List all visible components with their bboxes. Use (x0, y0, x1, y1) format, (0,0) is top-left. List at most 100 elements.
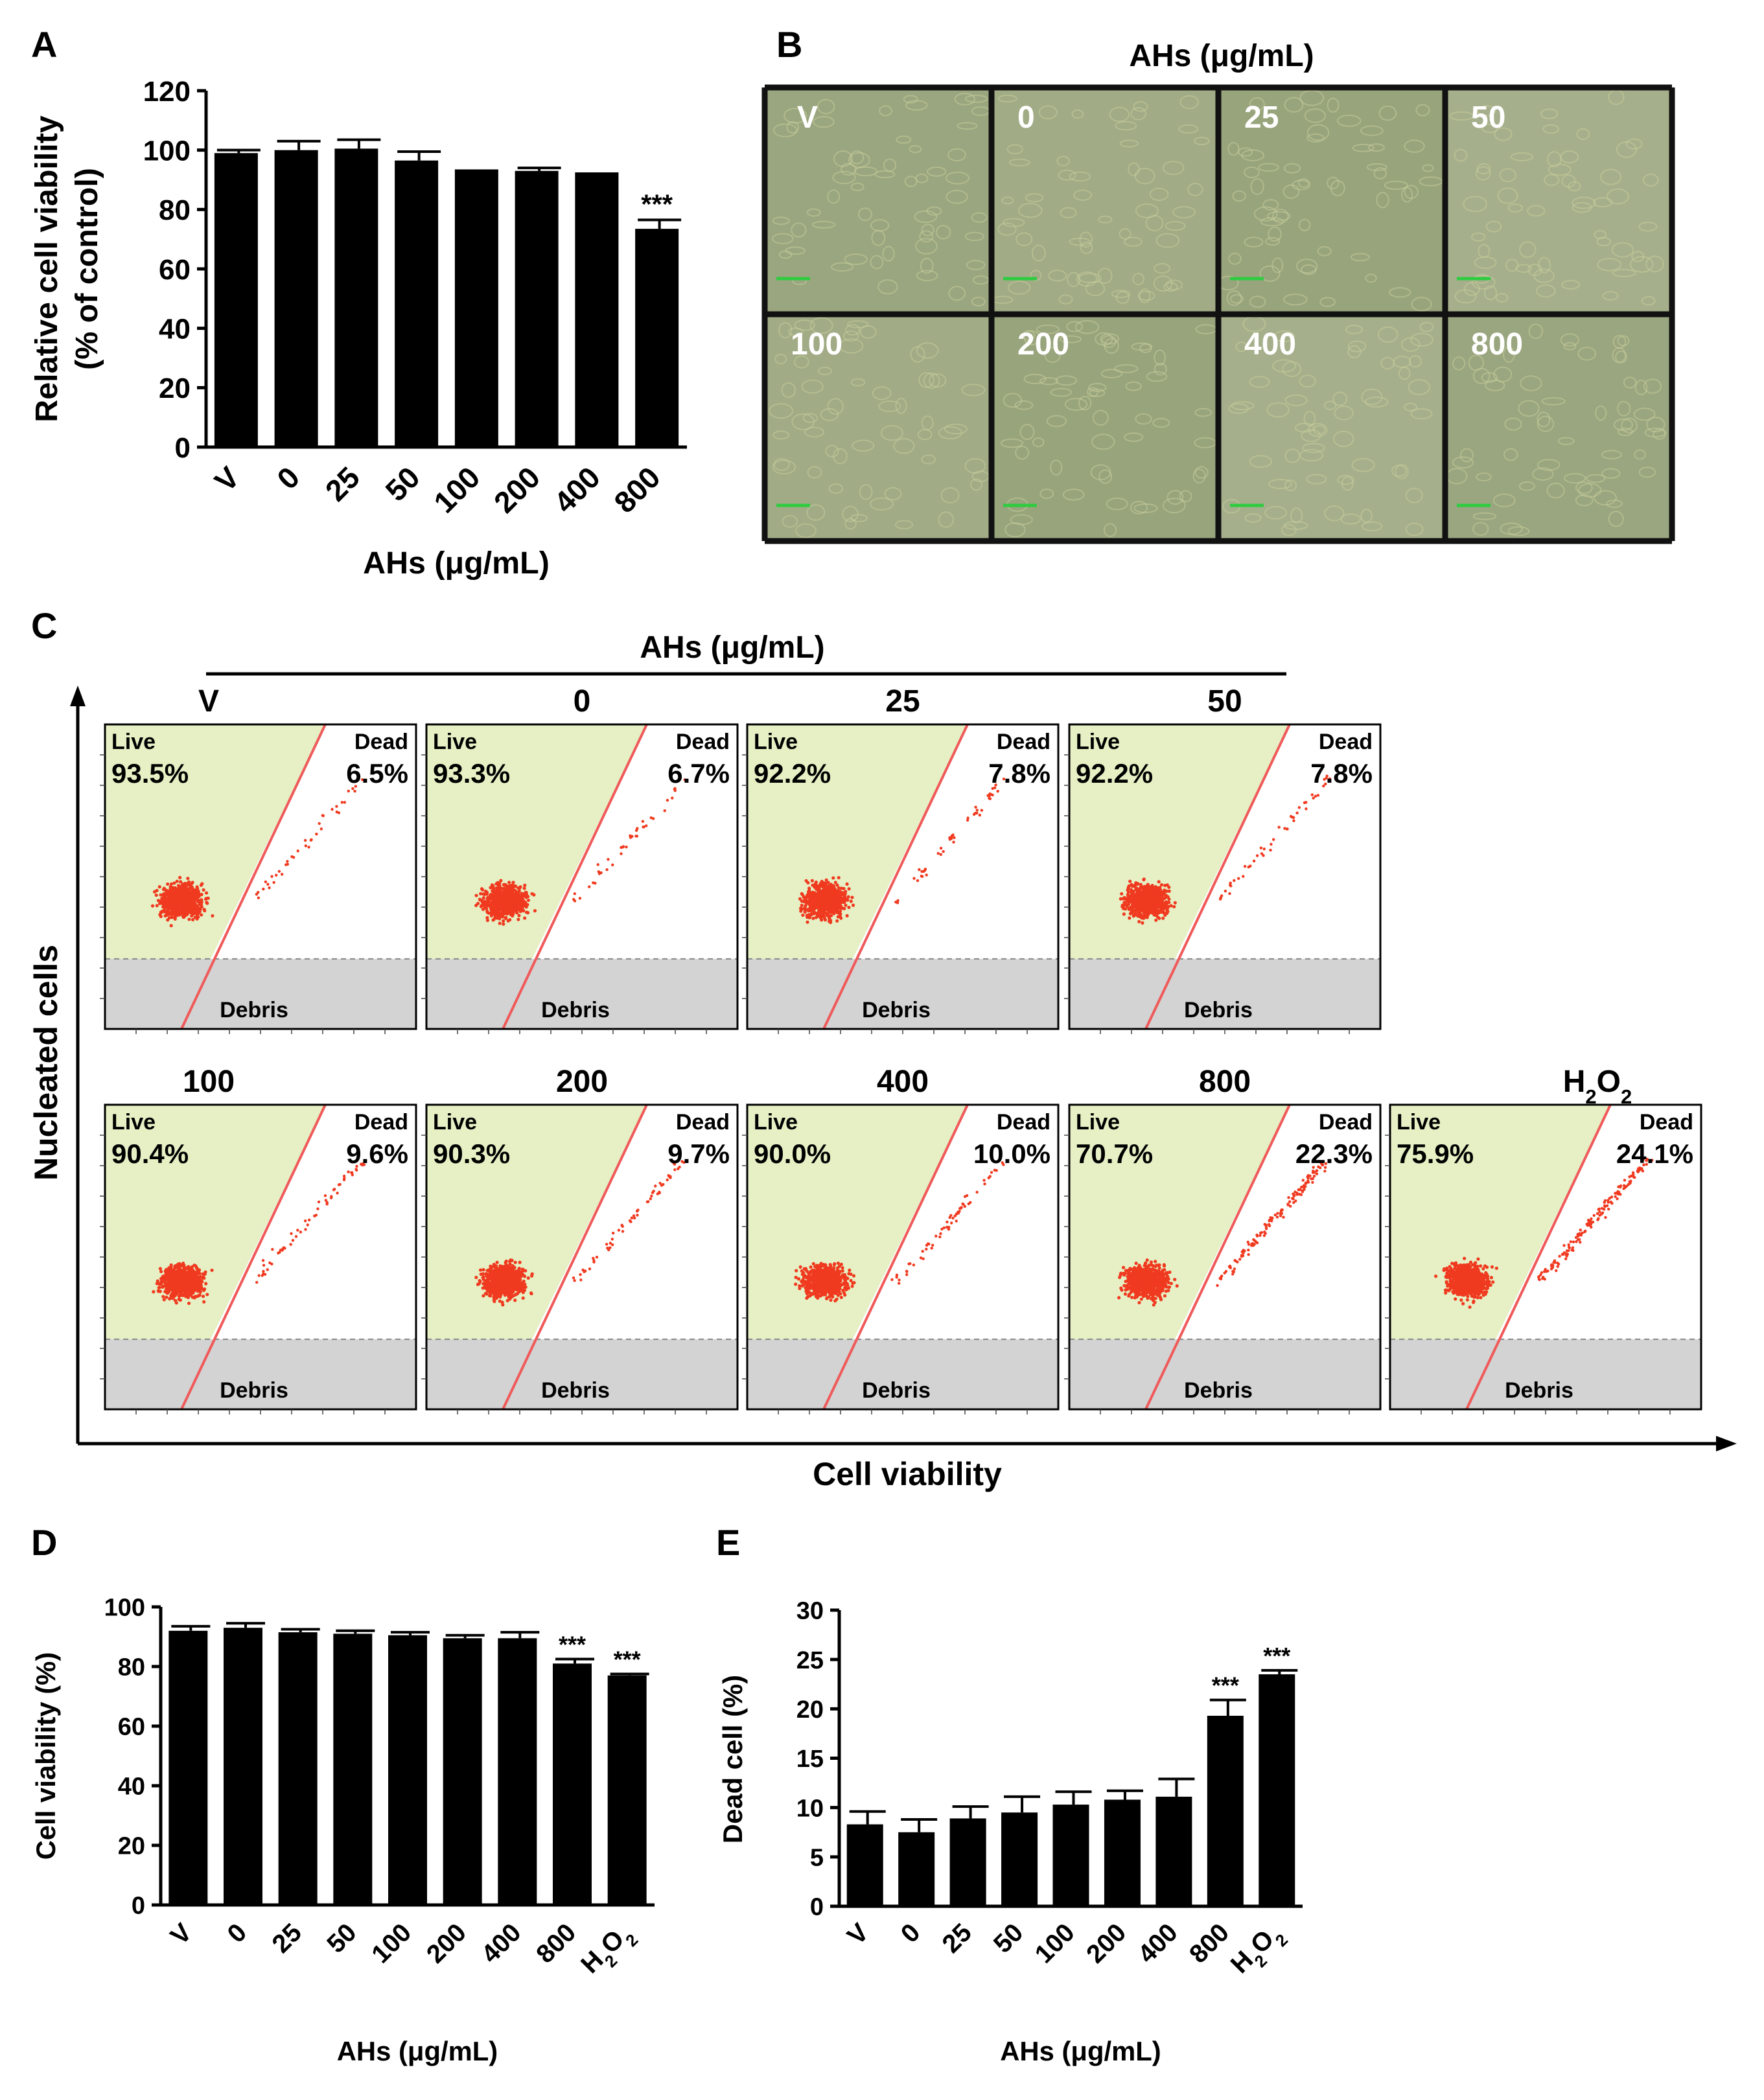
event-dot (264, 880, 268, 884)
event-dot (277, 870, 281, 873)
event-dot (498, 903, 502, 907)
cell-outline (1629, 256, 1654, 273)
cell-outline (1268, 226, 1282, 242)
event-dot (167, 894, 171, 898)
event-dot (321, 814, 325, 818)
cell-outline (1069, 171, 1091, 182)
micrograph-well: V (765, 87, 992, 314)
event-dot (203, 1270, 207, 1274)
well-label: 50 (1471, 100, 1505, 135)
event-dot (161, 894, 166, 897)
event-dot (324, 1199, 328, 1202)
event-dot (272, 881, 275, 884)
event-dot (331, 807, 334, 811)
cell-outline (1611, 242, 1634, 258)
event-dot (499, 879, 503, 883)
cell-outline (1612, 268, 1636, 277)
event-dot (494, 894, 498, 897)
event-dot (161, 900, 165, 904)
x-tick-label: V (165, 1918, 198, 1950)
event-dot (826, 912, 830, 916)
cell-outline (1597, 257, 1622, 271)
cell-outline (1001, 196, 1014, 205)
panel-letter-a: A (31, 24, 57, 65)
dead-percent: 7.8% (988, 758, 1050, 789)
event-dot (170, 911, 174, 915)
cell-outline (1069, 237, 1091, 246)
bar-v (214, 153, 258, 447)
cell-outline (1097, 268, 1113, 284)
event-dot (494, 882, 498, 886)
cell-outline (1327, 176, 1340, 189)
event-dot (335, 805, 338, 808)
cell-outline (1495, 293, 1509, 303)
y-tick-label: 0 (810, 1894, 824, 1921)
cell-outline (1642, 173, 1659, 187)
bar-0 (274, 150, 318, 447)
event-dot (518, 898, 522, 903)
x-tick-label: 0 (270, 460, 306, 496)
cell-outline (1546, 482, 1565, 499)
cell-outline (1576, 128, 1590, 141)
event-dot (175, 879, 179, 883)
event-dot (1153, 891, 1157, 895)
event-dot (811, 916, 815, 920)
cell-outline (1095, 332, 1113, 346)
live-label: Live (1076, 730, 1120, 754)
event-dot (1143, 898, 1147, 902)
cell-outline (919, 230, 934, 243)
cell-outline (1299, 89, 1325, 106)
cell-outline (923, 372, 940, 389)
panel-c-title: AHs (μg/mL) (640, 630, 824, 665)
bar-h2o2 (1259, 1674, 1295, 1906)
cell-outline (1575, 481, 1593, 494)
event-dot (798, 897, 802, 901)
bar-50 (333, 1633, 373, 1905)
cell-outline (1492, 493, 1516, 507)
y-tick-label: 40 (159, 314, 191, 345)
cell-outline (1008, 158, 1030, 167)
event-dot (351, 787, 354, 790)
event-dot (266, 1268, 269, 1271)
event-dot (588, 885, 591, 888)
cell-outline (1520, 375, 1542, 391)
cell-outline (1036, 324, 1060, 334)
event-dot (180, 885, 183, 889)
cell-outline (1327, 97, 1340, 113)
cell-outline (971, 296, 986, 306)
cell-outline (1503, 448, 1518, 461)
cell-outline (997, 222, 1017, 236)
event-dot (490, 883, 494, 887)
event-dot (281, 1249, 284, 1252)
cell-outline (773, 457, 790, 471)
event-dot (289, 1243, 292, 1246)
well-label: 800 (1471, 327, 1523, 362)
cell-outline (1638, 467, 1656, 478)
cell-outline (1025, 193, 1044, 203)
cell-outline (1297, 178, 1310, 188)
cell-outline (947, 148, 966, 162)
event-dot (172, 881, 176, 885)
event-dot (517, 914, 521, 917)
event-dot (482, 1268, 485, 1272)
event-dot (671, 796, 674, 800)
event-dot (512, 884, 516, 888)
event-dot (1141, 921, 1144, 925)
event-dot (504, 883, 507, 887)
x-tick-label: 100 (427, 460, 486, 519)
event-dot (840, 898, 844, 902)
y-tick-label: 120 (143, 76, 191, 108)
event-dot (1154, 918, 1158, 922)
cell-outline (813, 116, 835, 128)
cell-outline (1259, 265, 1281, 282)
event-dot (203, 908, 207, 913)
event-dot (942, 850, 945, 853)
cell-outline (1004, 522, 1026, 538)
cell-outline (1502, 346, 1515, 363)
event-dot (174, 1289, 178, 1293)
bar-50 (395, 160, 439, 448)
cell-outline (1494, 127, 1513, 141)
cell-outline (1476, 105, 1497, 117)
cell-outline (1361, 388, 1383, 406)
